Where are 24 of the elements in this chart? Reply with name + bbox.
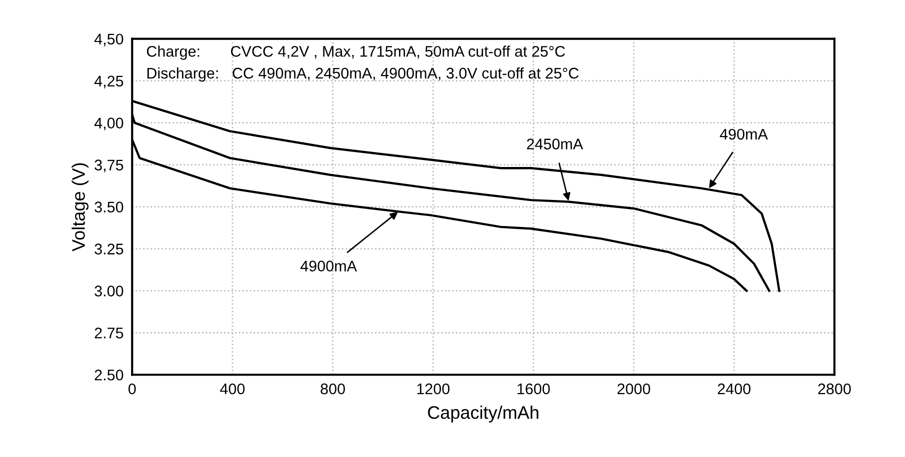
x-tick-label: 0 <box>128 383 136 394</box>
y-tick-label: 4,50 <box>94 34 124 46</box>
x-axis-title: Capacity/mAh <box>428 406 538 422</box>
x-tick-label: 1200 <box>417 383 450 394</box>
annotation: Discharge: CC 490mA, 2450mA, 4900mA, 3.0V cut-off at 25°C <box>147 67 579 82</box>
x-tick-label: 2000 <box>618 383 650 394</box>
x-tick-label: 2400 <box>718 383 750 394</box>
y-tick-label: 2.50 <box>94 370 124 380</box>
x-tick-label: 1600 <box>518 383 550 394</box>
annotation: 4900mA <box>300 260 357 272</box>
y-tick-label: 4,00 <box>94 118 124 130</box>
y-tick-label: 3.25 <box>94 244 124 254</box>
annotation: Charge: CVCC 4,2V , Max, 1715mA, 50mA cut-off at 25°C <box>146 46 565 60</box>
y-tick-label: 3.00 <box>94 286 124 296</box>
x-tick-label: 800 <box>320 383 345 394</box>
y-tick-label: 2.75 <box>94 328 124 338</box>
annotation: 2450mA <box>526 138 584 150</box>
y-axis-title: Voltage (V) <box>72 163 89 252</box>
x-tick-label: 2800 <box>818 383 851 394</box>
y-tick-label: 3,75 <box>94 160 124 172</box>
y-tick-label: 4,25 <box>94 76 124 88</box>
y-tick-label: 3.50 <box>94 202 124 212</box>
annotation: 490mA <box>720 128 768 140</box>
x-tick-label: 400 <box>220 383 245 394</box>
